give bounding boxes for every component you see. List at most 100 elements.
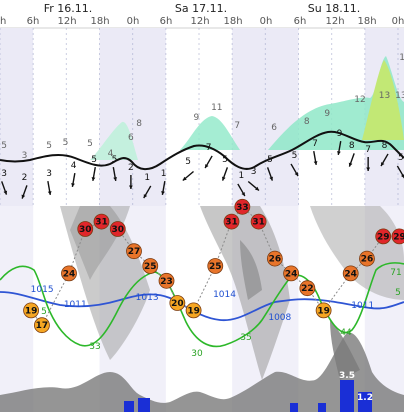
gust-speed-label: 5 (87, 139, 93, 149)
green-series-label: 5 (41, 307, 47, 317)
precip-bar (138, 398, 150, 412)
hour-label: 18h (223, 16, 242, 27)
wind-area-day2 (180, 116, 240, 150)
temperature-label: 30 (79, 225, 92, 235)
wind-arrow (337, 140, 342, 156)
temperature-marker: 22 (299, 280, 316, 297)
wind-arrow (204, 155, 213, 169)
wind-arrow (143, 185, 152, 199)
gust-speed-label: 3 (22, 151, 28, 161)
hour-label: 12h (57, 16, 76, 27)
day-label-sa: Sa 17.11. (175, 2, 227, 15)
wind-arrow (366, 157, 371, 171)
precip-bar (124, 401, 134, 412)
wind-arrow (266, 167, 274, 181)
hour-labels: 0h 6h 12h 18h 0h 6h 12h 18h 0h 6h 12h 18… (0, 16, 404, 27)
green-labels: 5 33 30 35 44 71 5 (41, 268, 402, 359)
gust-speed-label: 13 (379, 91, 390, 101)
wind-speed-label: 5 (112, 155, 118, 165)
wind-speed-label: 3 (46, 169, 52, 179)
temperature-marker: 33 (234, 198, 251, 215)
night-band (0, 28, 34, 206)
gust-speed-label: 5 (1, 141, 7, 151)
wind-speed-label: 2 (22, 173, 28, 183)
hour-label: 6h (160, 16, 173, 27)
green-series-label: 35 (240, 333, 251, 343)
wind-arrow (112, 166, 118, 182)
wind-speed-label: 8 (382, 141, 388, 151)
wind-arrow (290, 163, 299, 177)
precipitation-bars: 3.5 1.2 (124, 371, 373, 412)
wind-arrow (1, 181, 8, 195)
hour-label: 18h (90, 16, 109, 27)
temperature-marker: 31 (223, 213, 240, 230)
uncertainty-region-4 (240, 240, 262, 300)
wind-arrow (237, 183, 246, 197)
gust-speed-label: 5 (63, 138, 69, 148)
wind-area-day1 (90, 121, 138, 160)
hour-label: 12h (325, 16, 344, 27)
wind-direction-arrows (1, 140, 404, 199)
wind-areas (90, 56, 404, 160)
temperature-label: 17 (36, 321, 49, 331)
wind-speed-label: 8 (349, 141, 355, 151)
green-series-label: 30 (191, 349, 203, 359)
cloud-cover-bottom (0, 332, 404, 412)
wind-arrow (128, 175, 133, 189)
wind-speed-label: 7 (365, 145, 371, 155)
precip-label: 3.5 (339, 371, 355, 381)
gust-speed-label: 11 (211, 103, 222, 113)
gust-speed-label: 9 (193, 113, 199, 123)
temperature-label: 24 (63, 269, 76, 279)
gust-speed-labels: 53555468911768912131319 (1, 53, 404, 161)
wind-arrow (91, 166, 96, 182)
temperature-label: 27 (128, 247, 141, 257)
precip-bar (290, 403, 298, 412)
temperature-marker: 17 (34, 317, 50, 334)
temperature-label: 29 (377, 232, 390, 242)
temperature-label: 19 (317, 306, 330, 316)
temperature-marker: 24 (61, 265, 77, 282)
temperature-marker: 25 (207, 258, 224, 274)
green-series-label: 33 (89, 342, 100, 352)
wind-arrow (161, 180, 166, 196)
wind-speed-label: 4 (71, 161, 77, 171)
precip-label: 1.2 (357, 393, 373, 403)
temperature-marker: 24 (283, 265, 300, 282)
gust-speed-label: 5 (46, 141, 52, 151)
hour-label: 0h (127, 16, 140, 27)
wind-arrow (396, 165, 404, 179)
day-label-su: Su 18.11. (308, 2, 360, 15)
pressure-label: 1015 (31, 285, 54, 295)
wind-speed-label: 9 (337, 129, 343, 139)
temperature-label: 26 (361, 255, 374, 265)
temperature-label: 20 (171, 299, 184, 309)
temperature-label: 29 (393, 232, 404, 242)
temperature-label: 25 (144, 262, 157, 272)
wind-arrow (221, 167, 229, 181)
pressure-label: 1014 (213, 290, 236, 300)
temperature-label: 24 (285, 269, 298, 279)
pressure-label: 1013 (136, 293, 159, 303)
temperature-marker: 27 (126, 243, 142, 260)
precip-bar (318, 403, 326, 412)
temperature-marker: 25 (142, 258, 159, 274)
wind-arrow (247, 180, 260, 192)
wind-arrow (380, 153, 389, 167)
uncertainty-region-1 (60, 206, 150, 360)
wind-arrow (47, 180, 52, 196)
green-line (0, 262, 404, 348)
temperature-marker: 30 (109, 221, 126, 237)
gust-speed-label: 6 (271, 123, 277, 133)
night-band (232, 28, 299, 206)
temperature-label: 26 (269, 255, 282, 265)
wind-speed-label: 7 (206, 143, 212, 153)
wind-speed-label: 5 (292, 151, 298, 161)
precip-bar (340, 380, 354, 412)
pressure-line (0, 291, 404, 321)
day-labels: Fr 16.11. Sa 17.11. Su 18.11. (44, 2, 361, 15)
hour-label: 0h (260, 16, 273, 27)
gust-speed-label: 6 (128, 133, 134, 143)
